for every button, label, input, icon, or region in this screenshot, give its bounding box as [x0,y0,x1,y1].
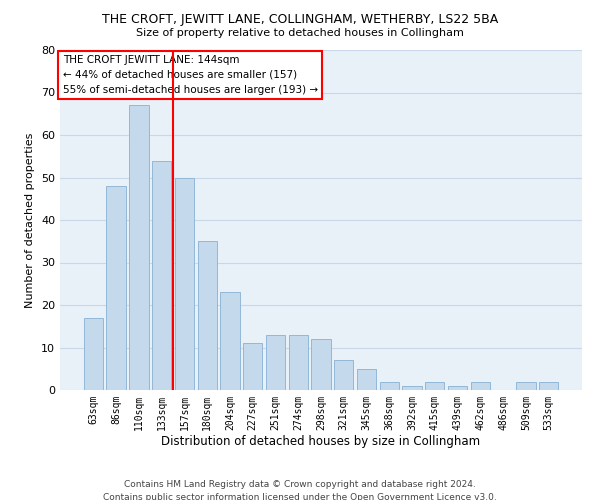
Bar [380,382,399,390]
Bar [334,360,353,390]
Bar [425,382,445,390]
Text: THE CROFT JEWITT LANE: 144sqm
← 44% of detached houses are smaller (157)
55% of : THE CROFT JEWITT LANE: 144sqm ← 44% of d… [62,55,318,94]
Bar [129,106,149,390]
Bar [84,318,103,390]
Bar [152,160,172,390]
Bar [448,386,467,390]
Text: Contains HM Land Registry data © Crown copyright and database right 2024.
Contai: Contains HM Land Registry data © Crown c… [103,480,497,500]
Bar [243,343,262,390]
Y-axis label: Number of detached properties: Number of detached properties [25,132,35,308]
Bar [470,382,490,390]
Bar [403,386,422,390]
Bar [106,186,126,390]
Bar [266,335,285,390]
Bar [289,335,308,390]
Text: THE CROFT, JEWITT LANE, COLLINGHAM, WETHERBY, LS22 5BA: THE CROFT, JEWITT LANE, COLLINGHAM, WETH… [102,12,498,26]
Bar [197,242,217,390]
Bar [220,292,239,390]
Bar [311,339,331,390]
Text: Size of property relative to detached houses in Collingham: Size of property relative to detached ho… [136,28,464,38]
Bar [357,369,376,390]
Bar [175,178,194,390]
Bar [539,382,558,390]
Bar [516,382,536,390]
Text: Distribution of detached houses by size in Collingham: Distribution of detached houses by size … [161,435,481,448]
